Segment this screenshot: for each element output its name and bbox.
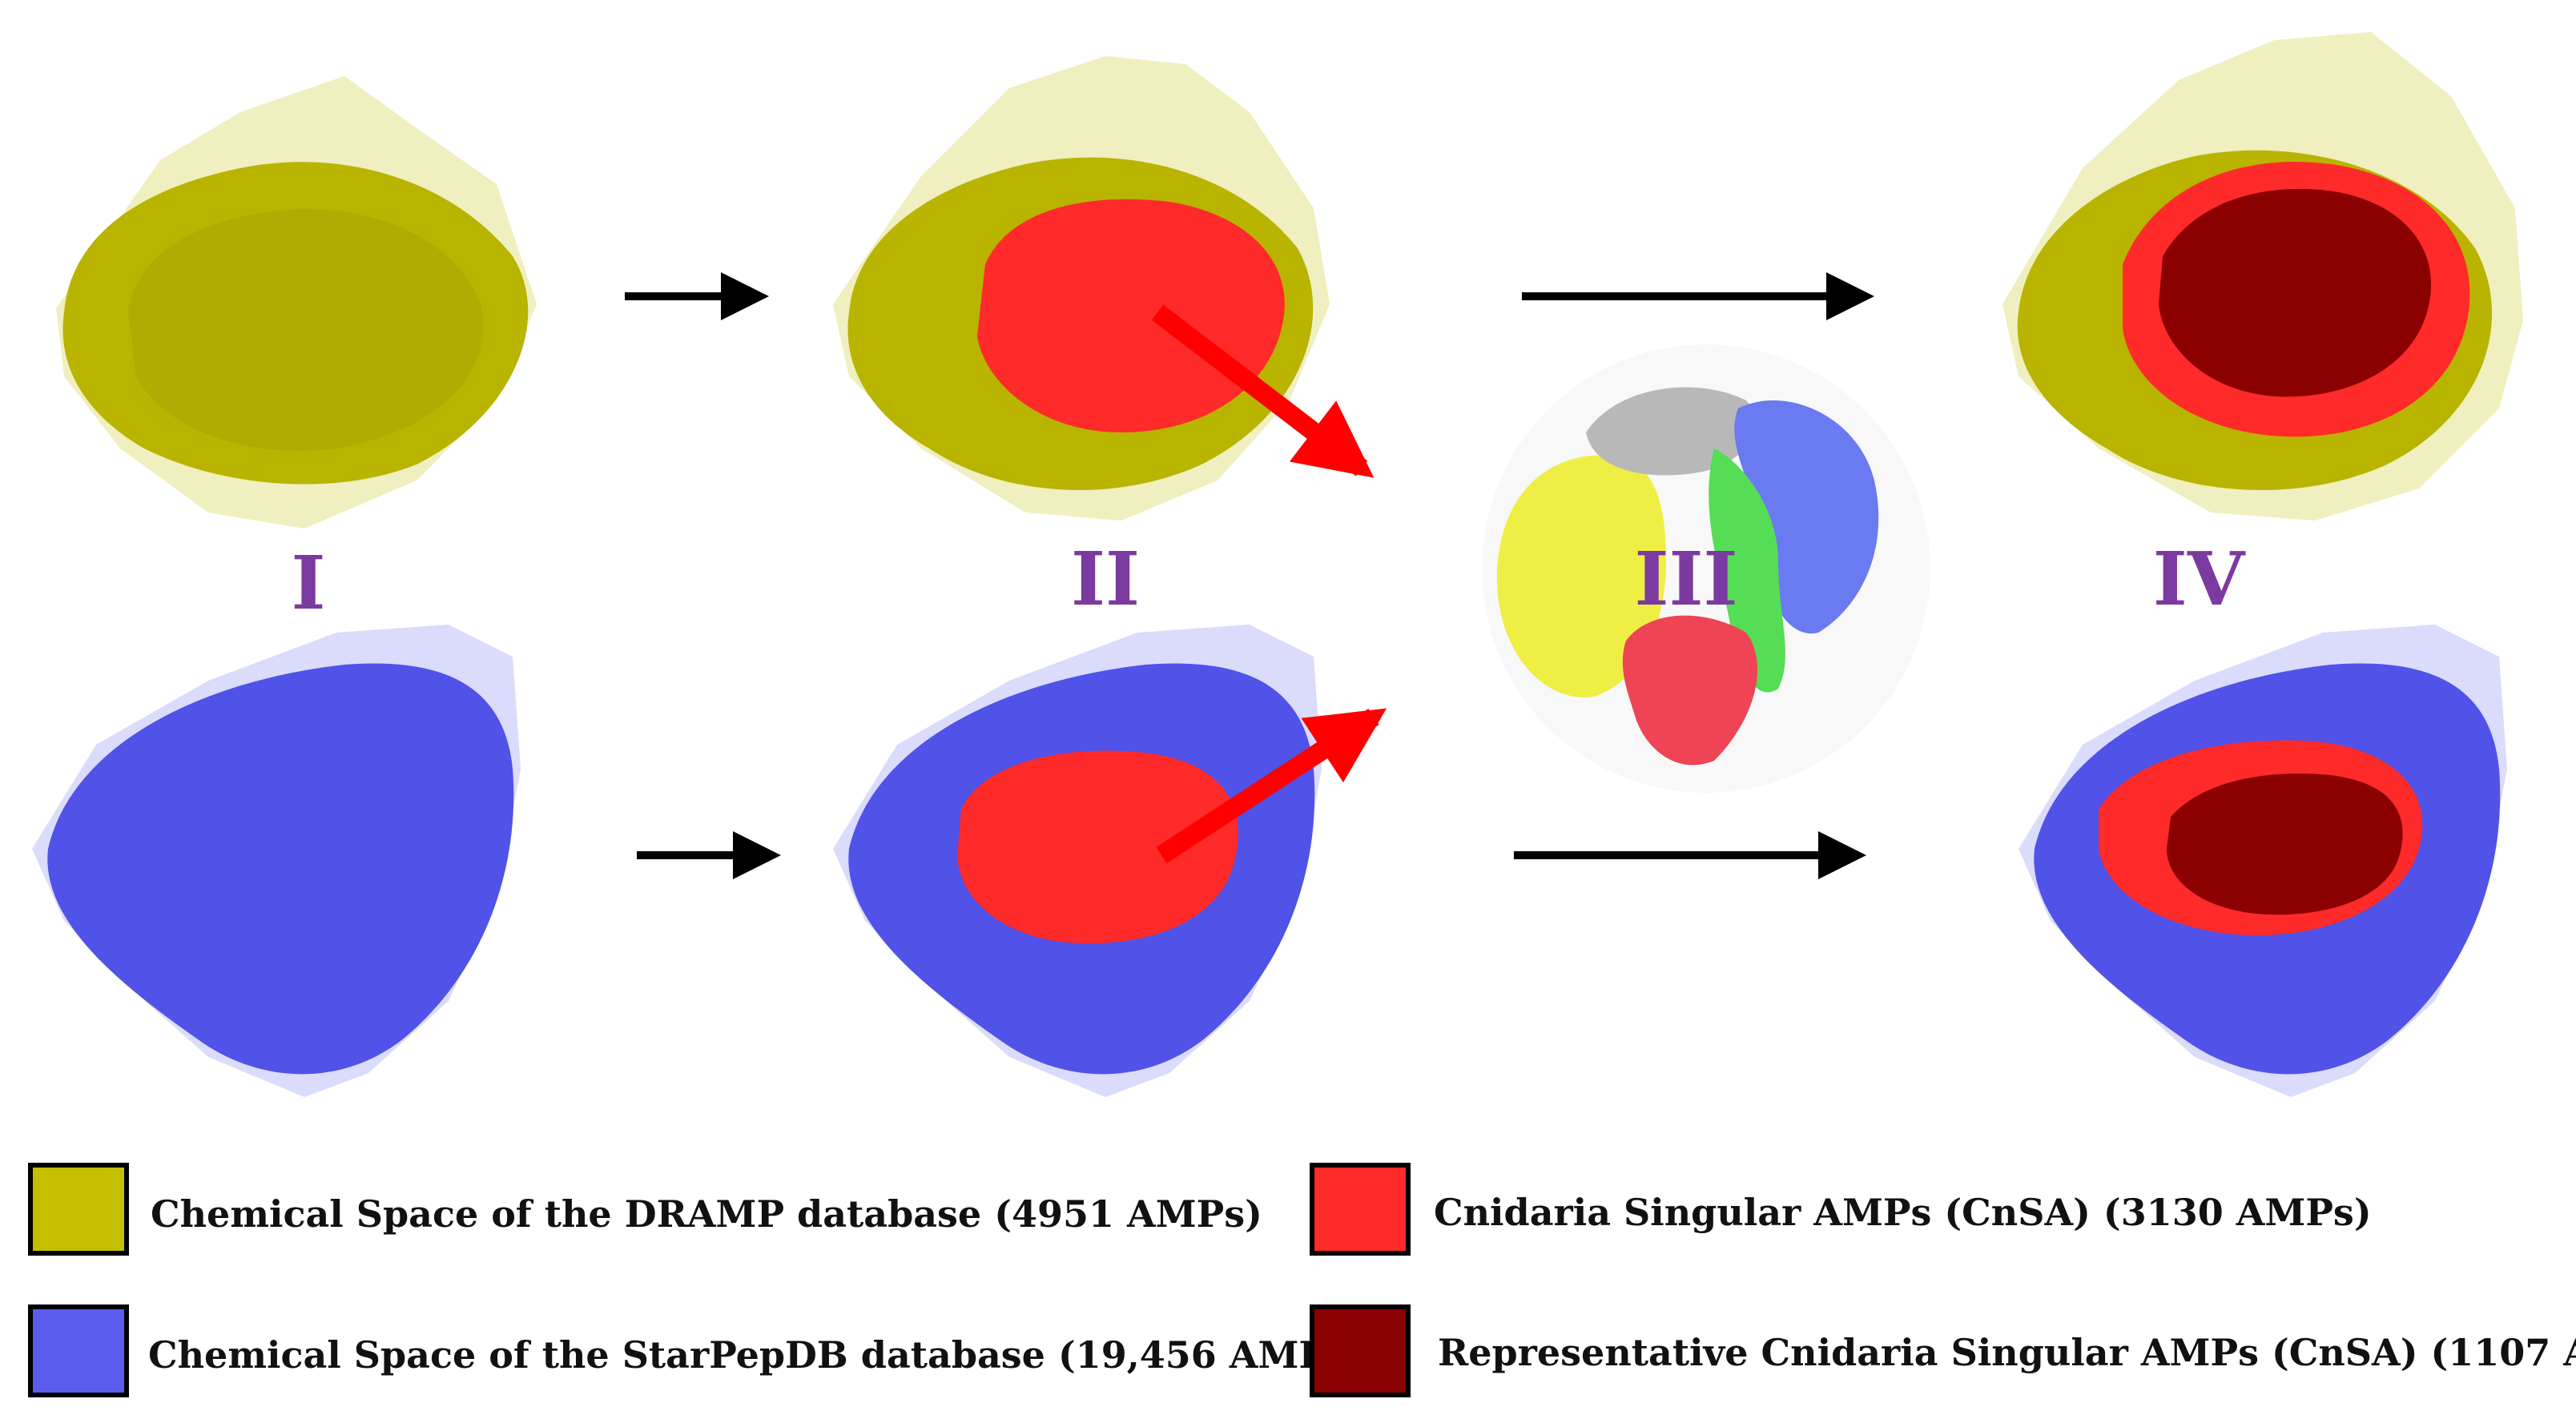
cnsa-cluster [957, 750, 1238, 944]
arrow-red-top-to-center [1151, 304, 1375, 478]
network-dramp-stage-4 [2002, 32, 2523, 521]
legend-item-rep-cnsa: Representative Cnidaria Singular AMPs (C… [1310, 1304, 2576, 1397]
legend-swatch-dramp [28, 1163, 129, 1256]
stage-label-4: IV [2153, 536, 2246, 622]
stage-label-1: I [291, 540, 325, 626]
cnsa-cluster [977, 199, 1285, 432]
legend-item-starpep: Chemical Space of the StarPepDB database… [28, 1304, 1365, 1397]
merged-red-region [1622, 615, 1758, 766]
network-dramp-stage-1 [56, 76, 537, 529]
legend-item-cnsa: Cnidaria Singular AMPs (CnSA) (3130 AMPs… [1310, 1163, 2372, 1256]
stage-label-3: III [1634, 536, 1737, 622]
legend-item-dramp: Chemical Space of the DRAMP database (49… [28, 1163, 1262, 1256]
legend-label-dramp: Chemical Space of the DRAMP database (49… [151, 1192, 1262, 1236]
network-dramp-stage-2 [833, 56, 1330, 521]
network-starpep-stage-2 [833, 625, 1322, 1097]
rep-cnsa-cluster [2159, 188, 2432, 397]
arrow-red-bottom-to-center [1156, 708, 1387, 864]
legend-label-rep-cnsa: Representative Cnidaria Singular AMPs (C… [1438, 1331, 2576, 1374]
legend-label-starpep: Chemical Space of the StarPepDB database… [148, 1333, 1365, 1377]
network-starpep-stage-4 [2019, 625, 2507, 1097]
legend: Chemical Space of the DRAMP database (49… [28, 1163, 2576, 1397]
network-merged-stage-3 [1482, 344, 1930, 793]
starpep-cluster [47, 663, 514, 1075]
merged-green-region [1709, 448, 1785, 693]
legend-swatch-rep-cnsa [1310, 1304, 1411, 1397]
legend-swatch-starpep [28, 1304, 129, 1397]
rep-cnsa-cluster [2167, 773, 2403, 915]
merged-yellow-region [1496, 455, 1666, 697]
network-starpep-stage-1 [32, 625, 521, 1097]
stage-label-2: II [1071, 536, 1140, 622]
legend-swatch-cnsa [1310, 1163, 1411, 1256]
legend-label-cnsa: Cnidaria Singular AMPs (CnSA) (3130 AMPs… [1434, 1191, 2372, 1234]
